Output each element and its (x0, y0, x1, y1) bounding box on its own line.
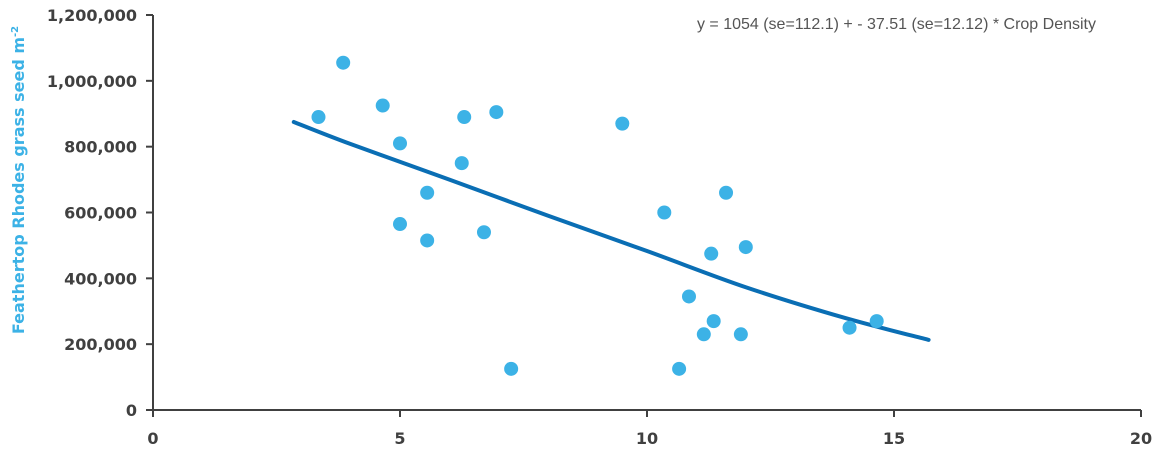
data-point (704, 246, 719, 261)
axes: 0 200,000 400,000 600,000 800,000 1,000,000 1,… (47, 6, 1152, 448)
data-point (476, 225, 491, 240)
data-point (681, 289, 696, 304)
data-point (672, 361, 687, 376)
data-point (489, 105, 504, 120)
x-tick-label: 15 (883, 429, 905, 448)
regression-equation: y = 1054 (se=112.1) + - 37.51 (se=12.12)… (697, 16, 1096, 33)
data-point (657, 205, 672, 220)
y-tick-label: 1,200,000 (47, 6, 137, 25)
fit-line (291, 119, 931, 342)
data-point (457, 110, 472, 125)
x-tick-label: 5 (394, 429, 405, 448)
y-tick-label: 600,000 (64, 204, 137, 223)
data-point (336, 55, 351, 70)
data-point (454, 156, 469, 171)
data-point (420, 185, 435, 200)
y-axis-title: Feathertop Rhodes grass seed m-2 (9, 26, 28, 334)
data-point (615, 116, 630, 131)
data-point (311, 110, 326, 125)
data-point (393, 136, 407, 151)
data-point (738, 240, 753, 255)
data-point (869, 314, 884, 329)
data-point (696, 327, 711, 342)
data-point (375, 98, 390, 113)
data-point (393, 217, 407, 232)
data-point (719, 185, 734, 200)
y-tick-label: 800,000 (64, 138, 137, 157)
x-tick-label: 0 (147, 429, 158, 448)
y-tick-label: 200,000 (64, 335, 137, 354)
data-point (842, 320, 857, 335)
x-tick-label: 20 (1130, 429, 1152, 448)
data-point (504, 361, 519, 376)
y-tick-label: 0 (126, 401, 137, 420)
data-point (420, 233, 435, 248)
data-point (733, 327, 748, 342)
data-point (706, 314, 721, 329)
y-tick-label: 1,000,000 (47, 72, 137, 91)
y-axis-title-superscript: -2 (10, 26, 21, 37)
fit-layer (291, 119, 931, 342)
y-tick-label: 400,000 (64, 269, 137, 288)
x-tick-label: 10 (636, 429, 658, 448)
y-axis-title-main: Feathertop Rhodes grass seed m (9, 37, 28, 334)
points-layer (311, 55, 884, 376)
